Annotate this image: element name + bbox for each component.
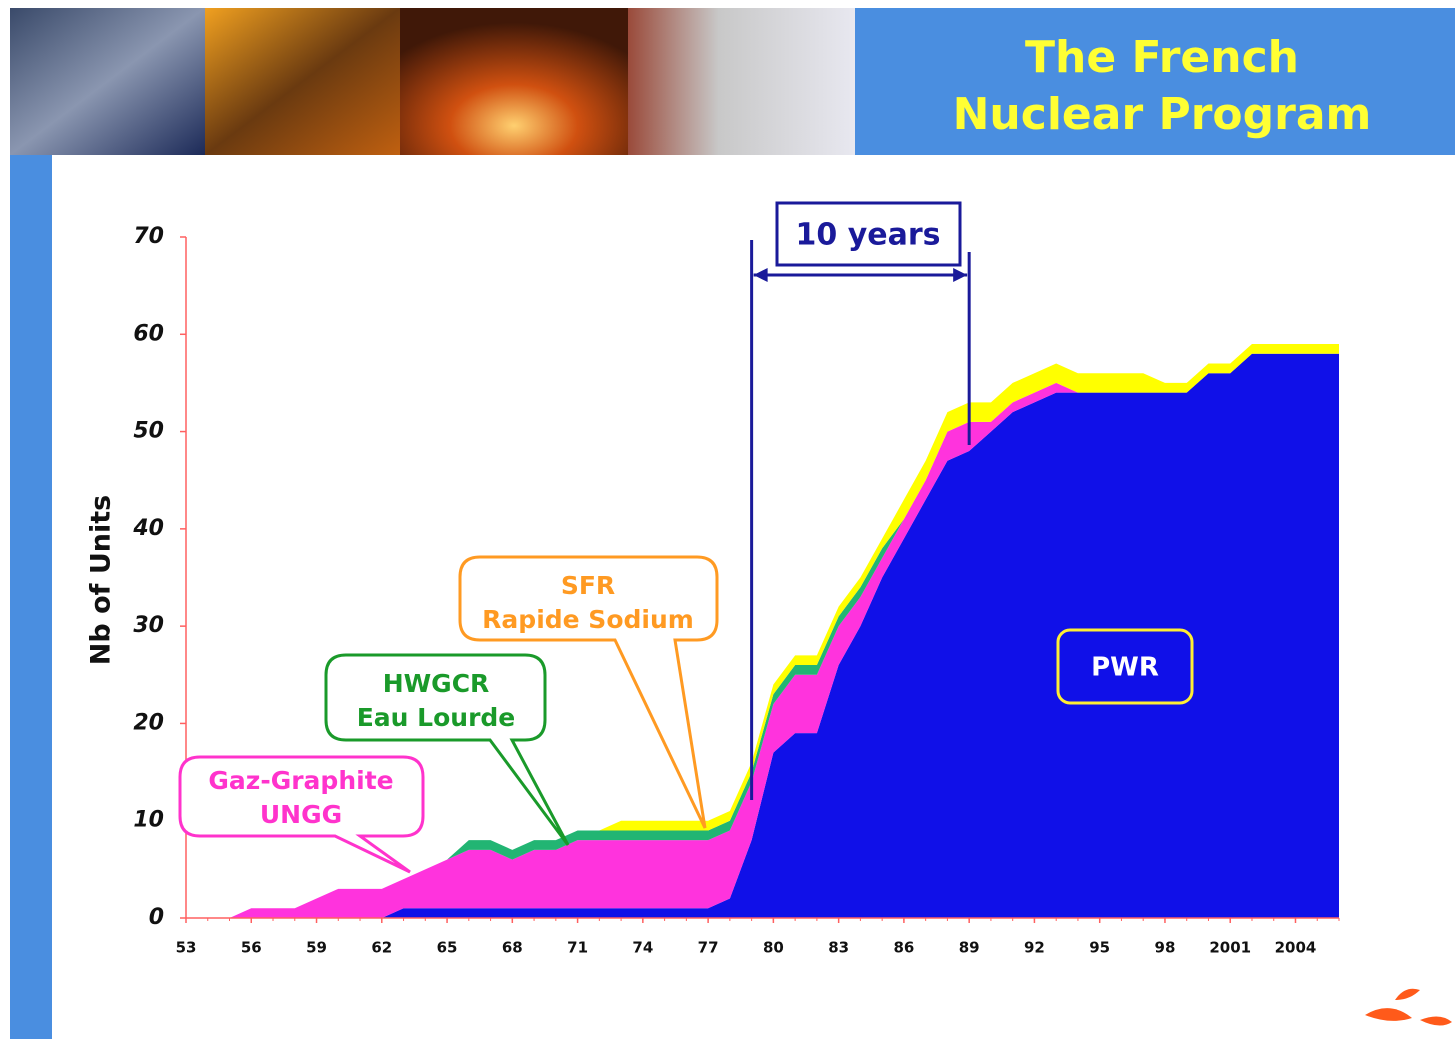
header: The French Nuclear Program [10, 8, 1455, 155]
slide: The French Nuclear Program 0 10 20 30 40 50 60… [0, 0, 1455, 1039]
callout-text: HWGCR [383, 669, 490, 698]
slide-title: Nuclear Program [953, 89, 1372, 140]
x-tick-label: 74 [632, 939, 653, 957]
logo-part [1365, 1008, 1412, 1021]
y-tick-label: 40 [132, 516, 164, 541]
side-band [10, 155, 52, 1039]
logo-part [1420, 1016, 1452, 1025]
callout-text: UNGG [260, 800, 342, 829]
arrow-head [754, 268, 768, 282]
callout-text: Gaz-Graphite [208, 766, 393, 795]
x-tick-label: 98 [1155, 939, 1176, 957]
x-tick-label: 2004 [1275, 939, 1317, 957]
header-photo [205, 8, 400, 155]
x-tick-label: 80 [763, 939, 784, 957]
arrow-head [953, 268, 967, 282]
x-tick-label: 89 [959, 939, 980, 957]
callout-text: Rapide Sodium [482, 605, 694, 634]
span-label: 10 years [796, 218, 941, 253]
x-tick-label: 92 [1024, 939, 1045, 957]
x-tick-label: 68 [502, 939, 523, 957]
callout-text: Eau Lourde [357, 703, 516, 732]
logo-part [1395, 989, 1420, 1000]
x-tick-label: 71 [567, 939, 588, 957]
callout-text: SFR [561, 571, 615, 600]
x-tick-label: 83 [828, 939, 849, 957]
y-tick-label: 20 [133, 710, 164, 735]
x-tick-label: 59 [306, 939, 327, 957]
y-tick-label: 50 [133, 419, 164, 444]
y-axis-title: Nb of Units [86, 495, 117, 665]
slide-title: The French [1025, 32, 1299, 83]
x-tick-label: 62 [371, 939, 392, 957]
x-tick-label: 53 [176, 939, 197, 957]
x-tick-label: 56 [241, 939, 262, 957]
header-photo [10, 8, 205, 155]
y-tick-label: 30 [133, 613, 164, 638]
logo [1365, 989, 1452, 1026]
y-tick-label: 10 [133, 808, 164, 833]
x-tick-label: 2001 [1209, 939, 1251, 957]
header-photo [400, 8, 628, 155]
x-tick-label: 95 [1089, 939, 1110, 957]
y-tick-label: 70 [133, 224, 164, 249]
x-tick-label: 77 [698, 939, 719, 957]
series-label: PWR [1091, 653, 1159, 683]
x-tick-label: 86 [893, 939, 914, 957]
callout-ungg: Gaz-Graphite UNGG [180, 757, 423, 872]
x-tick-label: 65 [437, 939, 458, 957]
y-tick-label: 0 [149, 905, 164, 930]
plot: 0 10 20 30 40 50 60 70 53 56 59 62 65 68 71 74 77 80 83 86 8… [132, 224, 1339, 957]
y-tick-label: 60 [133, 321, 164, 346]
header-photo [628, 8, 855, 155]
